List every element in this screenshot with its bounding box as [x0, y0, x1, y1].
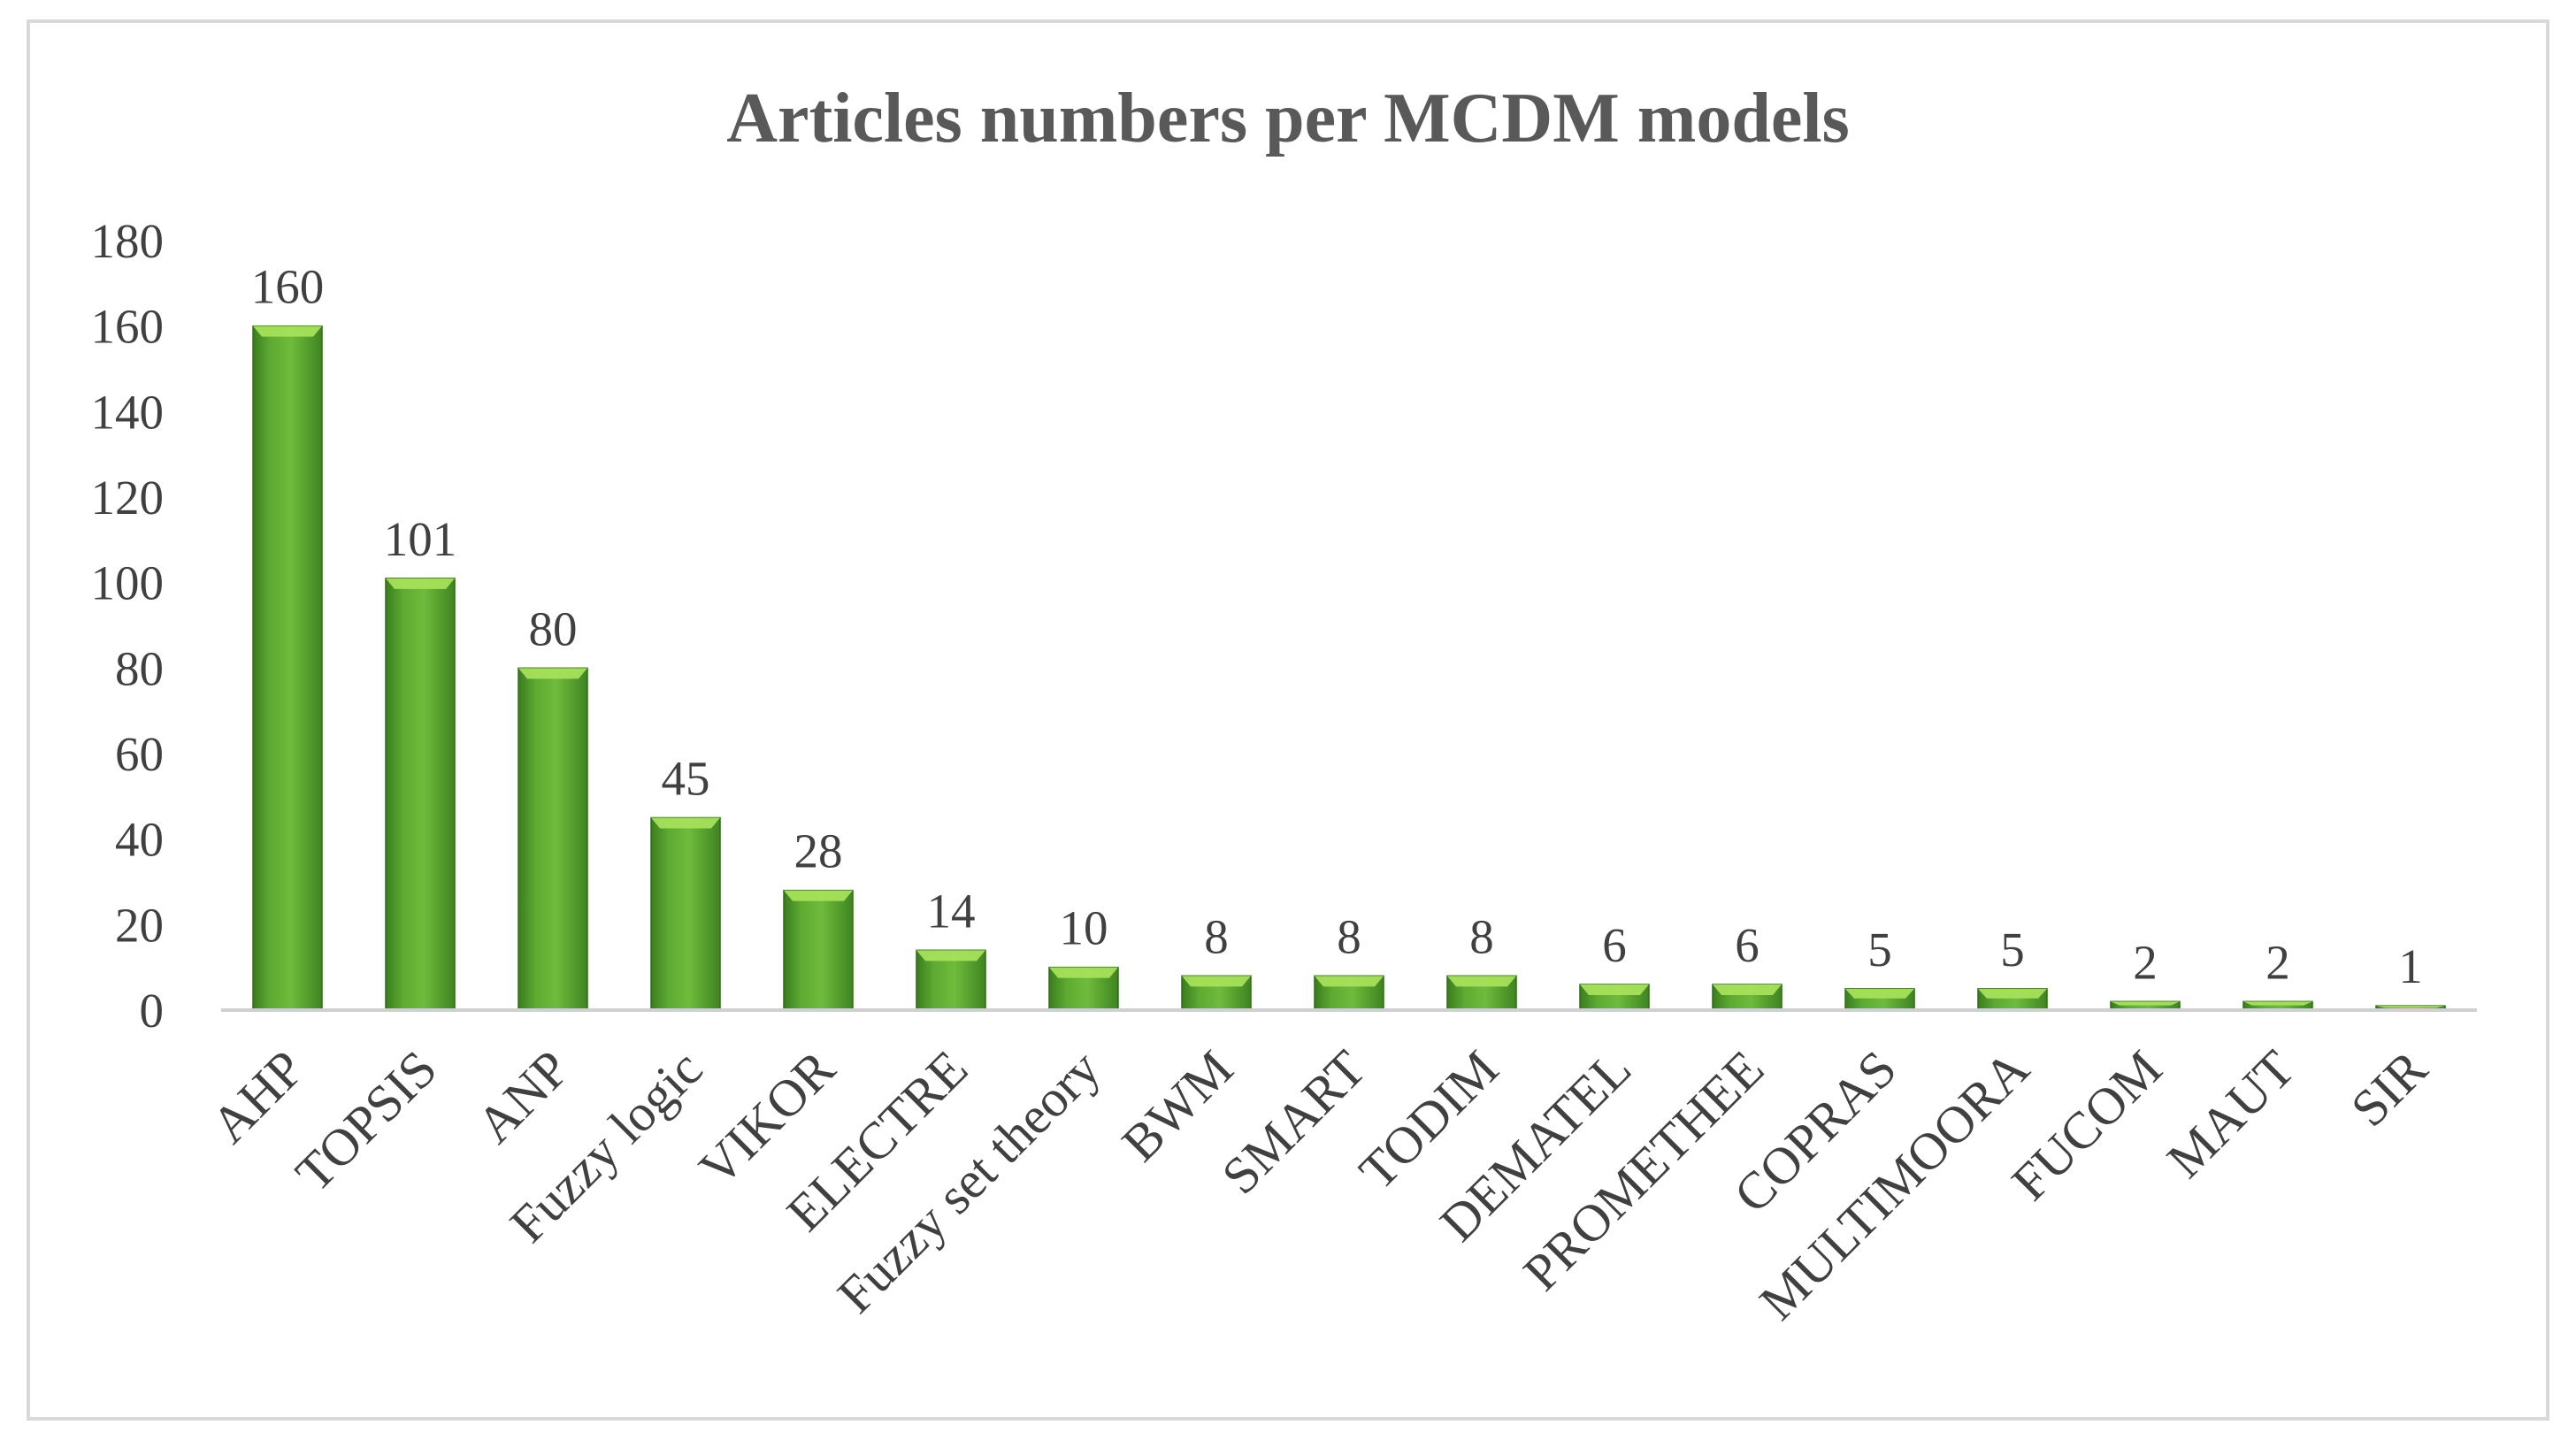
- y-tick-label: 160: [91, 300, 165, 354]
- x-tick-label: MAUT: [2156, 1039, 2306, 1190]
- bar-top-bevel: [916, 950, 985, 961]
- bar-top-bevel: [1845, 988, 1914, 999]
- y-axis: 0 20 40 60 80 100 120 140 160 180: [91, 214, 165, 1038]
- value-labels: 160 101 80 45 28 14 10 8 8 8 6 6 5 5 2 2 1: [251, 260, 2423, 993]
- data-label: 14: [927, 884, 976, 938]
- bar-top-bevel: [1315, 976, 1384, 987]
- data-label: 28: [794, 824, 843, 878]
- bar-top-bevel: [2111, 1001, 2180, 1006]
- data-label: 5: [1867, 923, 1892, 977]
- bar: [252, 325, 323, 1011]
- data-label: 6: [1735, 918, 1760, 972]
- bar: [783, 889, 854, 1011]
- y-tick-label: 140: [91, 385, 165, 439]
- data-label: 2: [2266, 935, 2290, 989]
- bar-top-bevel: [1713, 984, 1782, 995]
- data-label: 45: [662, 752, 710, 806]
- bar-top-bevel: [253, 326, 322, 337]
- bar-top-bevel: [651, 817, 720, 829]
- x-tick-label: SIR: [2340, 1038, 2439, 1137]
- data-label: 8: [1204, 909, 1229, 963]
- y-tick-label: 40: [115, 813, 164, 867]
- data-label: 2: [2133, 935, 2158, 989]
- x-tick-label: TOPSIS: [284, 1039, 448, 1203]
- data-label: 6: [1602, 918, 1627, 972]
- data-label: 101: [384, 512, 457, 566]
- data-label: 8: [1337, 909, 1361, 963]
- y-tick-label: 0: [140, 984, 165, 1038]
- bar-series: [252, 325, 2446, 1011]
- data-label: 5: [2000, 923, 2025, 977]
- bar-top-bevel: [1049, 967, 1118, 978]
- data-label: 10: [1060, 901, 1108, 955]
- y-tick-label: 60: [115, 727, 164, 781]
- y-tick-label: 80: [115, 641, 164, 695]
- y-tick-label: 100: [91, 556, 165, 610]
- data-label: 80: [529, 601, 578, 655]
- x-tick-label: SMART: [1210, 1039, 1376, 1206]
- data-label: 8: [1469, 909, 1494, 963]
- x-tick-label: FUCOM: [2000, 1039, 2173, 1212]
- bar: [518, 667, 588, 1011]
- bar-top-bevel: [1182, 976, 1251, 987]
- data-label: 160: [251, 260, 325, 314]
- y-tick-label: 120: [91, 471, 165, 525]
- y-tick-label: 180: [91, 214, 165, 268]
- y-tick-label: 20: [115, 898, 164, 952]
- bar-top-bevel: [784, 890, 853, 901]
- bar: [650, 816, 721, 1011]
- x-tick-label: AHP: [200, 1039, 315, 1154]
- x-tick-label: ANP: [465, 1039, 580, 1154]
- bar-top-bevel: [386, 578, 455, 589]
- bar: [385, 578, 456, 1011]
- bar-top-bevel: [1580, 984, 1649, 995]
- bar-top-bevel: [2376, 1006, 2445, 1008]
- bar-top-bevel: [518, 668, 587, 679]
- bar-top-bevel: [1978, 988, 2047, 999]
- bar-top-bevel: [1447, 976, 1516, 987]
- bar-top-bevel: [2243, 1001, 2312, 1006]
- chart-title: Articles numbers per MCDM models: [726, 80, 1849, 157]
- data-label: 1: [2398, 939, 2423, 993]
